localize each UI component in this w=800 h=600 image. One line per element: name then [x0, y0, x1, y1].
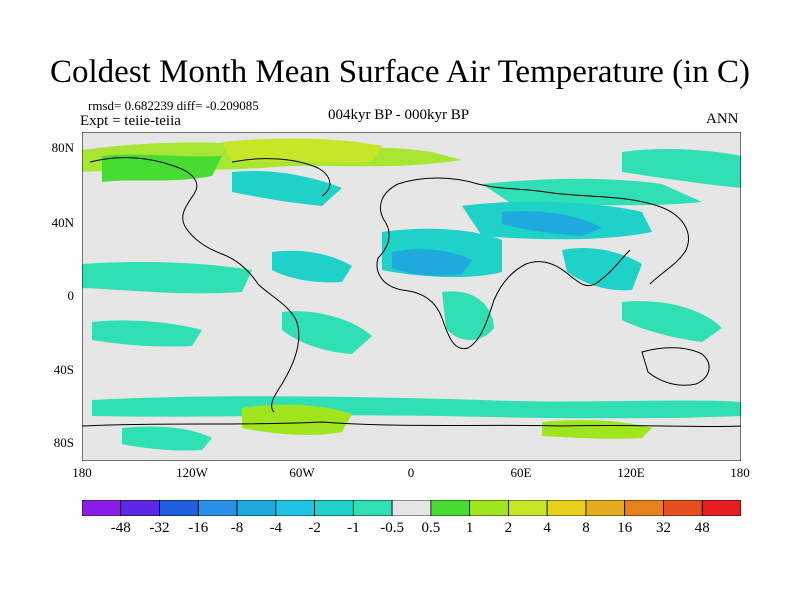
colorbar-label: 48	[694, 520, 710, 536]
lon-label-0: 0	[407, 465, 415, 480]
colorbar-label: 1	[465, 520, 474, 536]
colorbar-label: 16	[617, 520, 633, 536]
lon-label-60e: 60E	[510, 465, 532, 480]
colorbar-label: 4	[543, 520, 551, 536]
colorbar-box	[159, 500, 199, 516]
lon-label-180w: 180	[72, 465, 92, 480]
colorbar-label: -1	[347, 520, 360, 536]
colorbar-box	[624, 500, 664, 516]
lat-label-40s: 40S	[53, 362, 74, 377]
colorbar-box	[82, 500, 122, 516]
colorbar-box	[508, 500, 548, 516]
colorbar-box	[546, 500, 587, 516]
colorbar-box	[469, 500, 509, 516]
colorbar-label: 0.5	[421, 520, 441, 536]
colorbar-label: -32	[149, 520, 170, 536]
lon-label-120e: 120E	[617, 465, 645, 480]
colorbar-boxes	[82, 500, 741, 516]
period-label: 004kyr BP - 000kyr BP	[328, 107, 470, 123]
lat-label-eq: 0	[67, 288, 75, 303]
colorbar-box	[352, 500, 393, 516]
colorbar-label: -8	[230, 520, 244, 536]
colorbar-box	[236, 500, 277, 516]
lon-label-60w: 60W	[289, 465, 315, 480]
anomaly-fields	[82, 138, 741, 451]
lat-label-80s: 80S	[53, 435, 74, 450]
temperature-map	[82, 132, 741, 461]
colorbar-label: -2	[308, 520, 321, 536]
colorbar-box	[430, 500, 471, 516]
lat-label-40n: 40N	[51, 215, 74, 230]
colorbar-box	[275, 500, 315, 516]
coastlines	[82, 157, 741, 428]
experiment-label: Expt = teiie-teiia	[80, 113, 181, 129]
colorbar-box	[197, 500, 238, 516]
colorbar-label: -0.5	[380, 520, 404, 536]
colorbar-label: 2	[504, 520, 513, 536]
colorbar-label: 8	[582, 520, 590, 536]
colorbar-box	[701, 500, 741, 516]
lat-label-80n: 80N	[51, 140, 74, 155]
colorbar-label: -4	[269, 520, 283, 536]
colorbar-box	[314, 500, 354, 516]
plot-title: Coldest Month Mean Surface Air Temperatu…	[50, 54, 750, 90]
colorbar-label: 32	[655, 520, 671, 536]
lon-label-120w: 120W	[176, 465, 208, 480]
colorbar	[82, 500, 741, 516]
colorbar-box	[663, 500, 703, 516]
colorbar-label: -16	[188, 520, 209, 536]
lon-label-180e: 180	[730, 465, 750, 480]
season-label: ANN	[706, 111, 739, 127]
colorbar-label: -48	[110, 520, 131, 536]
colorbar-box	[585, 500, 626, 516]
stats-label: rmsd= 0.682239 diff= -0.209085	[88, 98, 259, 113]
colorbar-box	[120, 500, 160, 516]
colorbar-box	[391, 500, 432, 516]
